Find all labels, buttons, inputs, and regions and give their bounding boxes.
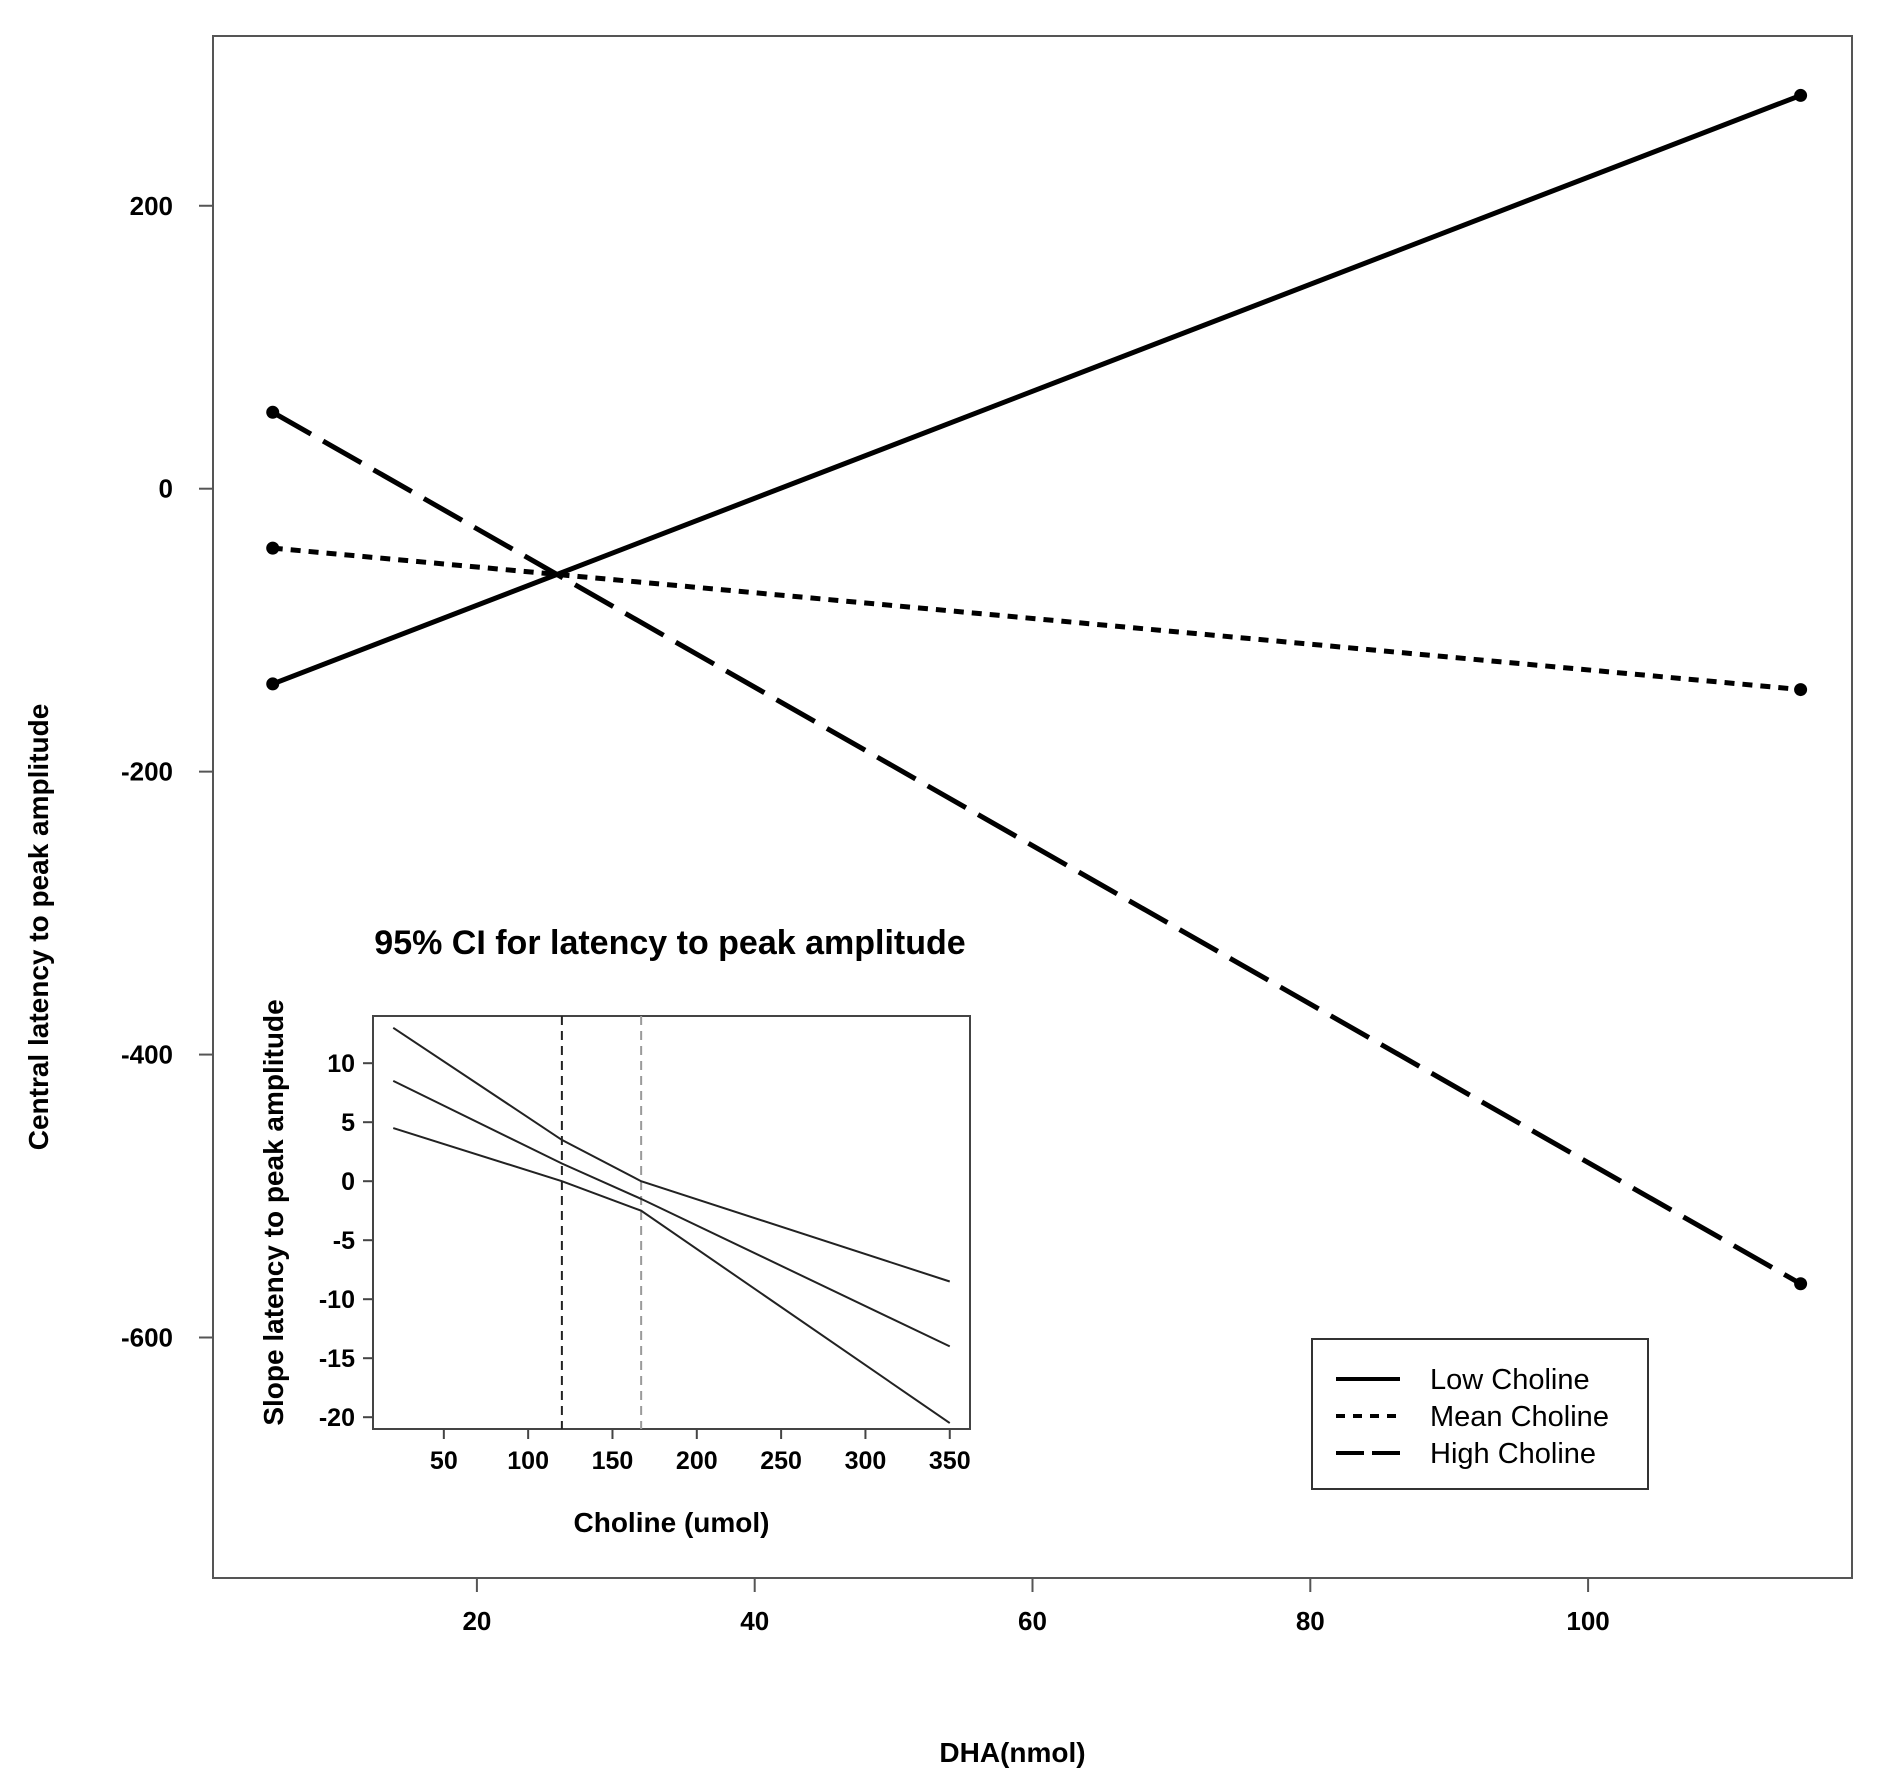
inset-frame xyxy=(372,1015,971,1430)
inset-y-tick-label-10: -10 xyxy=(319,1286,355,1314)
point-high-choline-0 xyxy=(266,405,280,419)
x-axis-title: DHA(nmol) xyxy=(939,1737,1085,1768)
inset-y-tick-label-20: -20 xyxy=(319,1404,355,1432)
series-line-mean-choline xyxy=(272,545,1801,693)
x-tick-label-80: 80 xyxy=(1296,1606,1325,1636)
inset-line-estimate xyxy=(392,1080,951,1348)
inset-x-axis-title: Choline (umol) xyxy=(574,1507,770,1538)
legend-label-low-choline: Low Choline xyxy=(1430,1364,1590,1396)
inset-line-upper xyxy=(392,1026,951,1283)
point-high-choline-1 xyxy=(1794,1277,1808,1291)
point-low-choline-1 xyxy=(1794,88,1808,102)
legend-label-high-choline: High Choline xyxy=(1430,1438,1596,1470)
x-tick-label-100: 100 xyxy=(1566,1606,1609,1636)
inset-x-tick-label-100: 100 xyxy=(507,1447,549,1475)
x-tick-label-20: 20 xyxy=(462,1606,491,1636)
point-low-choline-0 xyxy=(266,677,280,691)
inset-x-tick-label-350: 350 xyxy=(929,1447,971,1475)
inset-y-tick-label-0: 0 xyxy=(341,1168,355,1196)
inset-y-tick-label-10: 10 xyxy=(327,1050,355,1078)
legend-label-mean-choline: Mean Choline xyxy=(1430,1401,1609,1433)
inset-x-tick-label-250: 250 xyxy=(760,1447,802,1475)
inset-x-tick-label-200: 200 xyxy=(676,1447,718,1475)
point-mean-choline-1 xyxy=(1794,683,1808,697)
series-line-low-choline xyxy=(271,93,1802,687)
inset-y-tick-label-15: -15 xyxy=(319,1345,355,1373)
inset-y-tick-label-5: -5 xyxy=(333,1227,355,1255)
x-tick-label-60: 60 xyxy=(1018,1606,1047,1636)
inset-x-tick-label-150: 150 xyxy=(592,1447,634,1475)
y-tick-label-400: -400 xyxy=(121,1040,173,1070)
point-mean-choline-0 xyxy=(266,541,280,555)
x-tick-label-40: 40 xyxy=(740,1606,769,1636)
inset-x-tick-label-50: 50 xyxy=(430,1447,458,1475)
y-tick-label-0: 0 xyxy=(159,474,173,504)
main-plot: 20 40 60 80 1002000-200-400-600DHA(nmol)Cent… xyxy=(23,35,1853,1768)
y-tick-label-200: -200 xyxy=(121,757,173,787)
inset-line-lower xyxy=(392,1127,951,1424)
legend: Low Choline Mean Choline High Choline xyxy=(1311,1338,1649,1490)
inset-title: 95% CI for latency to peak amplitude xyxy=(374,924,965,962)
y-axis-title: Central latency to peak amplitude xyxy=(23,704,54,1151)
y-tick-label-600: -600 xyxy=(121,1323,173,1353)
inset-y-tick-label-5: 5 xyxy=(341,1109,355,1137)
inset-x-tick-label-300: 300 xyxy=(845,1447,887,1475)
y-tick-label-200: 200 xyxy=(130,191,173,221)
legend-box xyxy=(1311,1338,1649,1490)
inset-y-axis-title: Slope latency to peak amplitude xyxy=(258,999,289,1425)
series-line-high-choline xyxy=(271,410,1802,1286)
